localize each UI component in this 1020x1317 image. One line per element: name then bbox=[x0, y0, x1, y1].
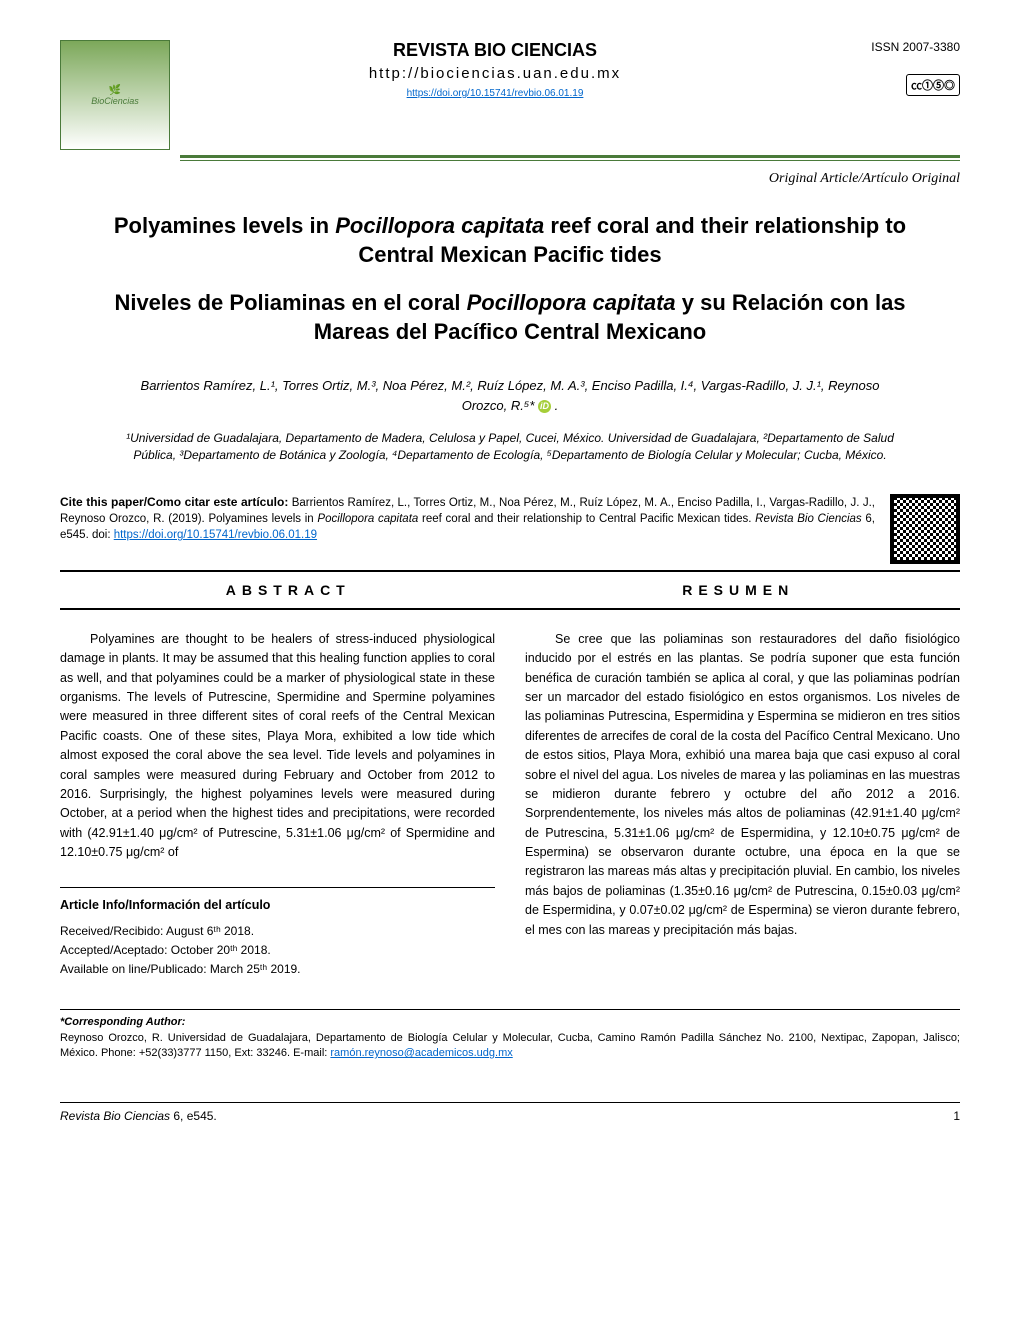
header-right: ISSN 2007-3380 ㏄①⑤◎ bbox=[820, 40, 960, 96]
cite-text2: reef coral and their relationship to Cen… bbox=[418, 513, 755, 525]
two-column-body: Polyamines are thought to be healers of … bbox=[60, 630, 960, 979]
article-info-published: Available on line/Publicado: March 25ᵗʰ … bbox=[60, 960, 495, 979]
journal-title: REVISTA BIO CIENCIAS bbox=[170, 40, 820, 61]
header-doi-link[interactable]: https://doi.org/10.15741/revbio.06.01.19 bbox=[407, 88, 584, 99]
header-center: REVISTA BIO CIENCIAS http://biociencias.… bbox=[170, 40, 820, 99]
page-footer: Revista Bio Ciencias 6, e545. 1 bbox=[60, 1102, 960, 1123]
authors-list: Barrientos Ramírez, L.¹, Torres Ortiz, M… bbox=[141, 378, 880, 413]
qr-code[interactable] bbox=[890, 494, 960, 564]
title-en-species: Pocillopora capitata bbox=[335, 213, 544, 238]
abstract-text: Polyamines are thought to be healers of … bbox=[60, 630, 495, 863]
cite-doi-link[interactable]: https://doi.org/10.15741/revbio.06.01.19 bbox=[114, 529, 317, 541]
article-info-accepted: Accepted/Aceptado: October 20ᵗʰ 2018. bbox=[60, 941, 495, 960]
corresponding-email[interactable]: ramón.reynoso@academi­cos.udg.mx bbox=[330, 1047, 512, 1059]
article-info-received: Received/Recibido: August 6ᵗʰ 2018. bbox=[60, 922, 495, 941]
journal-url[interactable]: http://biociencias.uan.edu.mx bbox=[170, 65, 820, 82]
cc-license-badge[interactable]: ㏄①⑤◎ bbox=[906, 74, 960, 96]
abstract-heading: ABSTRACT bbox=[226, 582, 351, 598]
corresponding-author-block: *Corresponding Author: Reynoso Orozco, R… bbox=[60, 1009, 960, 1061]
page-number: 1 bbox=[953, 1109, 960, 1123]
cite-bottom-rule bbox=[60, 570, 960, 572]
title-es-text1: Niveles de Poliaminas en el coral bbox=[114, 290, 466, 315]
cite-species: Pocillopora capitata bbox=[317, 513, 418, 525]
affiliations-block: ¹Universidad de Guadalajara, Departament… bbox=[120, 430, 900, 464]
cite-label: Cite this paper/Como citar este artículo… bbox=[60, 495, 288, 509]
footer-journal: Revista Bio Ciencias bbox=[60, 1109, 170, 1123]
article-title-en: Polyamines levels in Pocillopora capitat… bbox=[100, 212, 920, 269]
orcid-icon[interactable]: iD bbox=[538, 400, 551, 413]
abstract-column: Polyamines are thought to be healers of … bbox=[60, 630, 495, 979]
resumen-heading: RESUMEN bbox=[682, 582, 794, 598]
sections-rule bbox=[60, 608, 960, 610]
article-info-title: Article Info/Información del artículo bbox=[60, 896, 495, 915]
header-rule-thin bbox=[180, 160, 960, 161]
resumen-text: Se cree que las poliaminas son restaurad… bbox=[525, 630, 960, 940]
citation-text: Cite this paper/Como citar este artículo… bbox=[60, 494, 875, 543]
header-rule-thick bbox=[180, 155, 960, 158]
cite-journal: Revista Bio Ciencias bbox=[755, 513, 862, 525]
footer-left: Revista Bio Ciencias 6, e545. bbox=[60, 1109, 217, 1123]
title-es-species: Pocillopora capitata bbox=[467, 290, 676, 315]
section-headers-row: ABSTRACT RESUMEN bbox=[60, 582, 960, 598]
article-info-block: Article Info/Información del artículo Re… bbox=[60, 887, 495, 979]
corresponding-label: *Corresponding Author: bbox=[60, 1016, 185, 1028]
footer-rest: 6, e545. bbox=[170, 1109, 217, 1123]
authors-block: Barrientos Ramírez, L.¹, Torres Ortiz, M… bbox=[140, 376, 880, 415]
citation-block: Cite this paper/Como citar este artículo… bbox=[60, 494, 960, 564]
journal-logo: 🌿 BioCiencias bbox=[60, 40, 170, 150]
article-type-label: Original Article/Artículo Original bbox=[60, 171, 960, 187]
title-en-text1: Polyamines levels in bbox=[114, 213, 335, 238]
issn-label: ISSN 2007-3380 bbox=[820, 40, 960, 54]
resumen-column: Se cree que las poliaminas son restaurad… bbox=[525, 630, 960, 979]
article-title-es: Niveles de Poliaminas en el coral Pocill… bbox=[100, 289, 920, 346]
page-header: 🌿 BioCiencias REVISTA BIO CIENCIAS http:… bbox=[60, 40, 960, 150]
